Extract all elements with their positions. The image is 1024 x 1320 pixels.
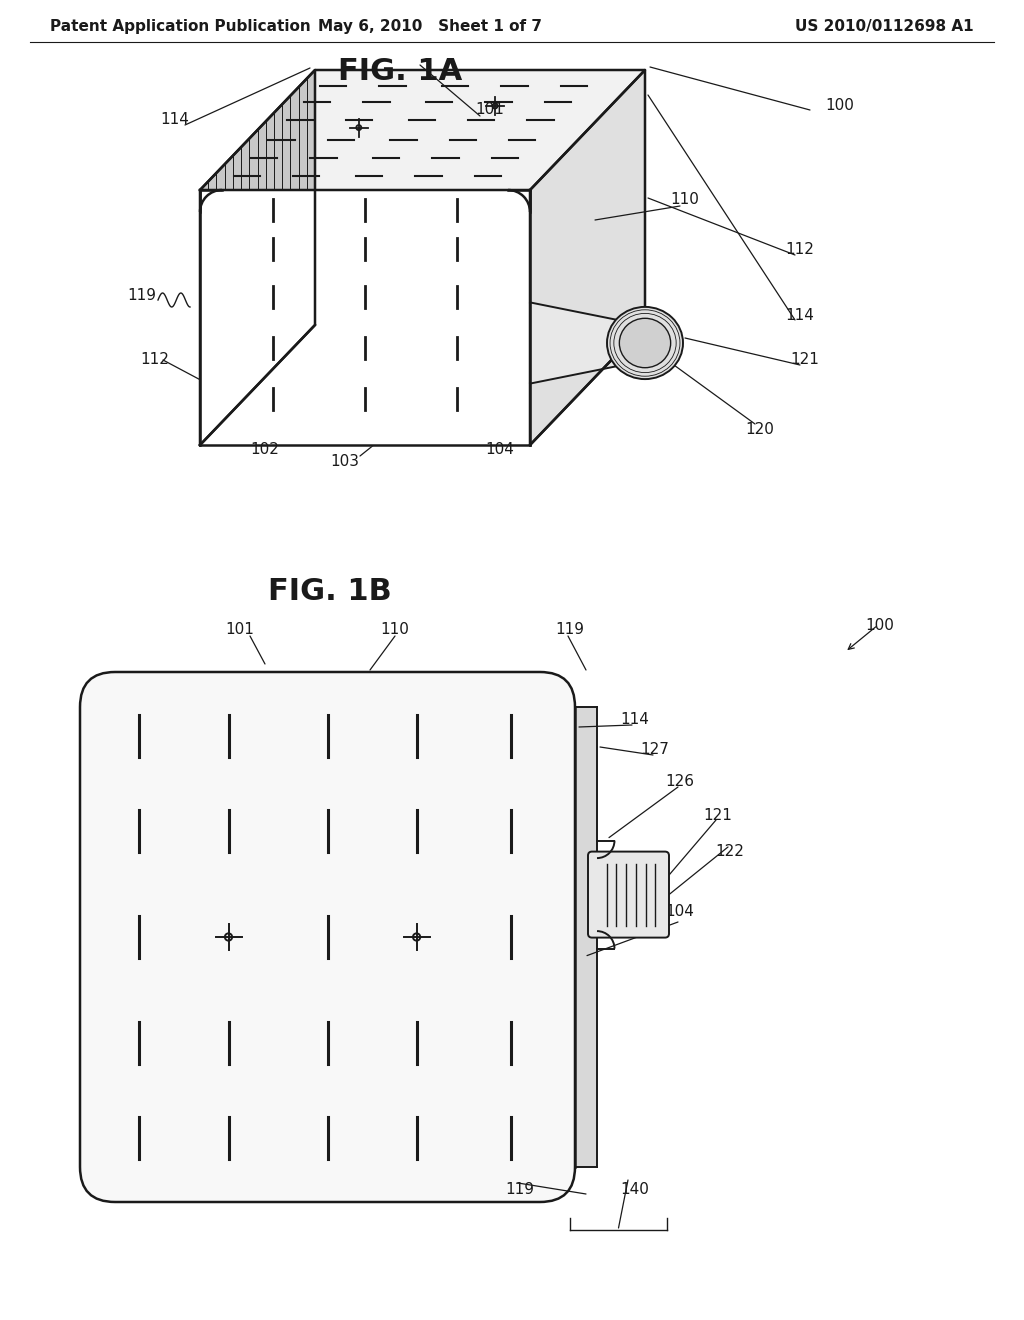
Text: 127: 127 [641, 742, 670, 758]
Text: 104: 104 [485, 442, 514, 458]
FancyBboxPatch shape [588, 851, 669, 937]
Text: 101: 101 [475, 103, 505, 117]
Text: 114: 114 [785, 308, 814, 322]
Ellipse shape [620, 318, 671, 368]
Text: US 2010/0112698 A1: US 2010/0112698 A1 [796, 20, 974, 34]
Text: 102: 102 [251, 442, 280, 458]
Text: 121: 121 [791, 352, 819, 367]
Text: 126: 126 [666, 775, 694, 789]
FancyBboxPatch shape [80, 672, 575, 1203]
Polygon shape [530, 302, 615, 384]
Text: 104: 104 [666, 904, 694, 920]
Polygon shape [530, 70, 645, 445]
Text: 114: 114 [161, 112, 189, 128]
Text: 110: 110 [671, 193, 699, 207]
Text: FIG. 1A: FIG. 1A [338, 58, 462, 87]
Polygon shape [200, 70, 315, 445]
Text: 103: 103 [331, 454, 359, 470]
Text: 110: 110 [381, 623, 410, 638]
Text: 119: 119 [128, 288, 157, 302]
Text: 100: 100 [865, 618, 894, 632]
Text: 121: 121 [703, 808, 732, 822]
Text: 112: 112 [140, 352, 169, 367]
Ellipse shape [607, 306, 683, 379]
Text: FIG. 1B: FIG. 1B [268, 578, 392, 606]
Text: May 6, 2010   Sheet 1 of 7: May 6, 2010 Sheet 1 of 7 [318, 20, 542, 34]
Text: 101: 101 [225, 623, 254, 638]
Text: 140: 140 [621, 1183, 649, 1197]
Polygon shape [200, 190, 530, 445]
Bar [575, 708, 597, 1167]
Text: 114: 114 [621, 713, 649, 727]
Text: 122: 122 [716, 845, 744, 859]
Text: 119: 119 [555, 623, 585, 638]
Text: 100: 100 [825, 98, 854, 112]
Polygon shape [200, 70, 645, 190]
Text: 112: 112 [785, 243, 814, 257]
Text: 120: 120 [745, 422, 774, 437]
Text: Patent Application Publication: Patent Application Publication [50, 20, 310, 34]
Text: 119: 119 [506, 1183, 535, 1197]
